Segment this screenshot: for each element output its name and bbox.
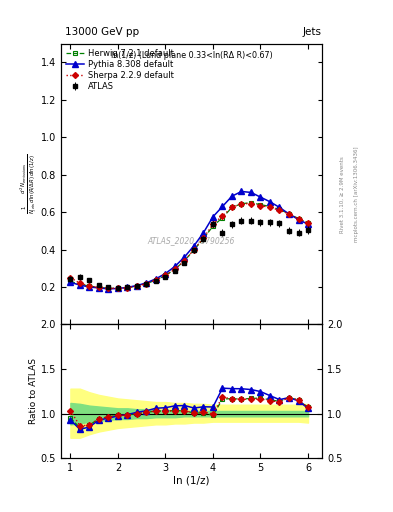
Herwig 7.2.1 default bbox=[220, 215, 225, 221]
Pythia 8.308 default bbox=[249, 189, 253, 196]
Line: Pythia 8.308 default: Pythia 8.308 default bbox=[68, 189, 310, 291]
Sherpa 2.2.9 default bbox=[306, 220, 310, 226]
Herwig 7.2.1 default bbox=[163, 272, 168, 279]
Pythia 8.308 default bbox=[268, 199, 272, 205]
Pythia 8.308 default bbox=[230, 193, 234, 199]
Pythia 8.308 default bbox=[192, 243, 196, 249]
Pythia 8.308 default bbox=[163, 270, 168, 276]
Text: mcplots.cern.ch [arXiv:1306.3436]: mcplots.cern.ch [arXiv:1306.3436] bbox=[354, 147, 359, 242]
Sherpa 2.2.9 default bbox=[97, 284, 101, 290]
Sherpa 2.2.9 default bbox=[144, 281, 149, 287]
Herwig 7.2.1 default bbox=[306, 220, 310, 226]
Sherpa 2.2.9 default bbox=[258, 202, 263, 208]
Sherpa 2.2.9 default bbox=[154, 277, 158, 283]
Text: ln(1/z) (Lund plane 0.33<ln(RΔ R)<0.67): ln(1/z) (Lund plane 0.33<ln(RΔ R)<0.67) bbox=[111, 51, 272, 59]
Herwig 7.2.1 default bbox=[154, 277, 158, 283]
Sherpa 2.2.9 default bbox=[182, 258, 187, 264]
Text: ATLAS_2020_I1790256: ATLAS_2020_I1790256 bbox=[148, 236, 235, 245]
Pythia 8.308 default bbox=[106, 286, 111, 292]
Herwig 7.2.1 default bbox=[97, 284, 101, 290]
Pythia 8.308 default bbox=[116, 285, 120, 291]
Pythia 8.308 default bbox=[277, 204, 282, 210]
Pythia 8.308 default bbox=[154, 275, 158, 282]
Sherpa 2.2.9 default bbox=[286, 211, 291, 217]
Herwig 7.2.1 default bbox=[192, 247, 196, 253]
Sherpa 2.2.9 default bbox=[277, 207, 282, 214]
Sherpa 2.2.9 default bbox=[173, 266, 177, 272]
Pythia 8.308 default bbox=[182, 254, 187, 260]
Pythia 8.308 default bbox=[173, 263, 177, 269]
Sherpa 2.2.9 default bbox=[220, 213, 225, 219]
Herwig 7.2.1 default bbox=[134, 283, 139, 289]
Pythia 8.308 default bbox=[258, 194, 263, 200]
Sherpa 2.2.9 default bbox=[230, 204, 234, 210]
Sherpa 2.2.9 default bbox=[87, 283, 92, 289]
Sherpa 2.2.9 default bbox=[77, 280, 82, 286]
Sherpa 2.2.9 default bbox=[201, 235, 206, 241]
Herwig 7.2.1 default bbox=[173, 266, 177, 272]
Line: Sherpa 2.2.9 default: Sherpa 2.2.9 default bbox=[68, 202, 310, 290]
Pythia 8.308 default bbox=[296, 217, 301, 223]
Pythia 8.308 default bbox=[144, 280, 149, 286]
Sherpa 2.2.9 default bbox=[68, 274, 73, 281]
Pythia 8.308 default bbox=[239, 188, 244, 195]
Pythia 8.308 default bbox=[77, 282, 82, 288]
Y-axis label: $\frac{1}{N_{jets}}\frac{d^2 N_{emissions}}{d\ln(R/\Delta R)\,d\ln(1/z)}$: $\frac{1}{N_{jets}}\frac{d^2 N_{emission… bbox=[19, 154, 39, 214]
Pythia 8.308 default bbox=[97, 285, 101, 291]
Herwig 7.2.1 default bbox=[144, 281, 149, 287]
Herwig 7.2.1 default bbox=[286, 211, 291, 217]
Herwig 7.2.1 default bbox=[230, 204, 234, 210]
Herwig 7.2.1 default bbox=[277, 206, 282, 212]
Pythia 8.308 default bbox=[286, 211, 291, 217]
Y-axis label: Ratio to ATLAS: Ratio to ATLAS bbox=[29, 358, 38, 424]
Herwig 7.2.1 default bbox=[239, 201, 244, 207]
Herwig 7.2.1 default bbox=[296, 216, 301, 222]
Herwig 7.2.1 default bbox=[258, 202, 263, 208]
Herwig 7.2.1 default bbox=[268, 203, 272, 209]
Herwig 7.2.1 default bbox=[249, 200, 253, 206]
Herwig 7.2.1 default bbox=[87, 283, 92, 289]
Sherpa 2.2.9 default bbox=[296, 216, 301, 222]
Sherpa 2.2.9 default bbox=[268, 204, 272, 210]
Pythia 8.308 default bbox=[134, 283, 139, 289]
Pythia 8.308 default bbox=[220, 203, 225, 209]
Legend: Herwig 7.2.1 default, Pythia 8.308 default, Sherpa 2.2.9 default, ATLAS: Herwig 7.2.1 default, Pythia 8.308 defau… bbox=[64, 47, 175, 93]
Pythia 8.308 default bbox=[306, 221, 310, 227]
X-axis label: ln (1/z): ln (1/z) bbox=[173, 476, 210, 486]
Herwig 7.2.1 default bbox=[116, 285, 120, 291]
Herwig 7.2.1 default bbox=[77, 281, 82, 287]
Sherpa 2.2.9 default bbox=[239, 201, 244, 207]
Herwig 7.2.1 default bbox=[201, 236, 206, 242]
Text: 13000 GeV pp: 13000 GeV pp bbox=[65, 27, 139, 37]
Pythia 8.308 default bbox=[87, 284, 92, 290]
Sherpa 2.2.9 default bbox=[116, 285, 120, 291]
Sherpa 2.2.9 default bbox=[163, 272, 168, 279]
Herwig 7.2.1 default bbox=[106, 285, 111, 291]
Text: Jets: Jets bbox=[303, 27, 321, 37]
Pythia 8.308 default bbox=[201, 229, 206, 236]
Sherpa 2.2.9 default bbox=[249, 201, 253, 207]
Line: Herwig 7.2.1 default: Herwig 7.2.1 default bbox=[68, 200, 310, 291]
Pythia 8.308 default bbox=[68, 279, 73, 285]
Pythia 8.308 default bbox=[211, 214, 215, 220]
Sherpa 2.2.9 default bbox=[125, 285, 130, 291]
Herwig 7.2.1 default bbox=[68, 279, 73, 285]
Sherpa 2.2.9 default bbox=[134, 283, 139, 289]
Sherpa 2.2.9 default bbox=[192, 246, 196, 252]
Herwig 7.2.1 default bbox=[125, 285, 130, 291]
Sherpa 2.2.9 default bbox=[106, 285, 111, 291]
Pythia 8.308 default bbox=[125, 284, 130, 290]
Text: Rivet 3.1.10, ≥ 2.9M events: Rivet 3.1.10, ≥ 2.9M events bbox=[340, 156, 345, 233]
Sherpa 2.2.9 default bbox=[211, 221, 215, 227]
Herwig 7.2.1 default bbox=[211, 223, 215, 229]
Herwig 7.2.1 default bbox=[182, 258, 187, 264]
